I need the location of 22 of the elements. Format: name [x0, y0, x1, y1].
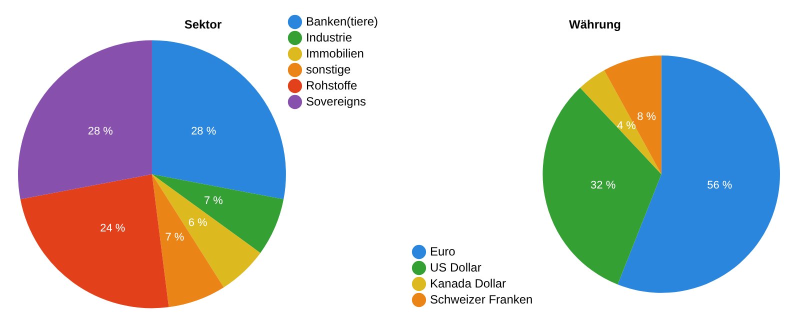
legend-label: Banken(tiere) [306, 14, 378, 28]
data-label: 8 % [637, 110, 656, 123]
data-label: 24 % [100, 222, 126, 234]
data-label: 32 % [590, 179, 616, 192]
chart-title: Währung [569, 18, 621, 32]
legend-label: Schweizer Franken [430, 292, 533, 306]
legend-label: Immobilien [306, 46, 364, 60]
data-label: 28 % [88, 126, 114, 138]
chart-title: Sektor [184, 18, 222, 32]
legend-label: Kanada Dollar [430, 276, 506, 290]
data-label: 28 % [191, 126, 216, 138]
data-label: 56 % [707, 179, 732, 192]
data-label: 6 % [188, 217, 208, 230]
legend-label: Euro [430, 244, 456, 258]
legend-label: sonstige [306, 62, 351, 76]
legend-label: Industrie [306, 30, 352, 44]
data-label: 7 % [165, 231, 184, 244]
data-label: 7 % [204, 194, 224, 207]
legend-label: Sovereigns [306, 94, 366, 108]
legend-label: Rohstoffe [306, 78, 358, 92]
data-label: 4 % [617, 120, 636, 132]
legend-label: US Dollar [430, 260, 482, 274]
